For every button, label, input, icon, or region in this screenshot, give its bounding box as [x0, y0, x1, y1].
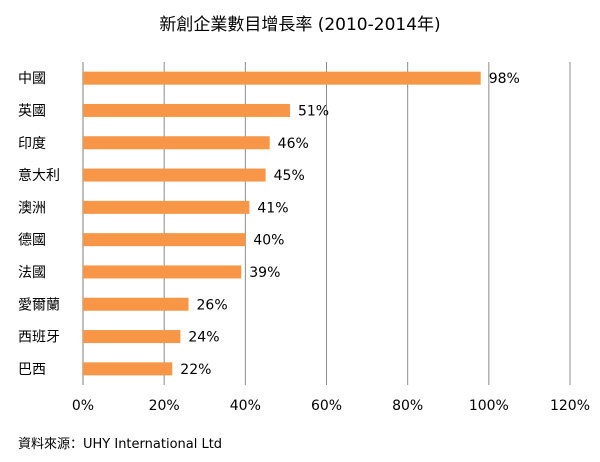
data-label: 98%: [489, 71, 520, 87]
bar: [83, 297, 189, 311]
category-label: 印度: [18, 136, 46, 152]
category-label: 西班牙: [18, 330, 60, 346]
data-label: 39%: [249, 265, 280, 281]
bar: [83, 71, 481, 85]
data-label: 40%: [253, 233, 284, 249]
x-tick-label: 40%: [230, 398, 261, 414]
bar: [83, 103, 290, 117]
category-label: 德國: [18, 233, 46, 249]
category-label: 法國: [18, 265, 46, 281]
x-tick-label: 0%: [72, 398, 94, 414]
data-label: 24%: [188, 330, 219, 346]
category-label: 巴西: [18, 362, 46, 378]
x-tick-label: 60%: [311, 398, 342, 414]
bars: [83, 71, 481, 376]
data-label: 46%: [278, 136, 309, 152]
bar: [83, 168, 266, 182]
bar: [83, 330, 181, 344]
x-tick-label: 80%: [392, 398, 423, 414]
category-label: 英國: [18, 102, 46, 119]
bar: [83, 136, 270, 150]
data-label: 51%: [298, 103, 329, 119]
category-label: 中國: [18, 71, 46, 87]
bar: [83, 200, 250, 214]
bar: [83, 265, 242, 279]
category-label: 澳洲: [18, 200, 46, 216]
data-label: 22%: [180, 362, 211, 378]
category-label: 愛爾蘭: [18, 297, 60, 313]
chart-title: 新創企業數目增長率 (2010-2014年): [159, 15, 441, 35]
data-label: 41%: [257, 200, 288, 216]
x-tick-label: 20%: [149, 398, 180, 414]
x-tick-label: 120%: [550, 398, 590, 414]
category-label: 意大利: [18, 167, 60, 184]
bar: [83, 362, 173, 376]
bar: [83, 233, 246, 247]
source-note: 資料來源：UHY International Ltd: [18, 437, 223, 452]
x-tick-label: 100%: [469, 398, 509, 414]
labels: 0% 20% 40% 60% 80% 100% 120% 中國 98% 英國 51% 印度 46% 意大利…: [18, 71, 590, 414]
data-label: 26%: [197, 297, 228, 313]
data-label: 45%: [274, 168, 305, 184]
